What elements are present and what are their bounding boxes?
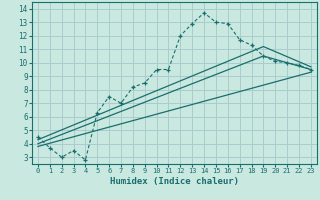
X-axis label: Humidex (Indice chaleur): Humidex (Indice chaleur) [110,177,239,186]
